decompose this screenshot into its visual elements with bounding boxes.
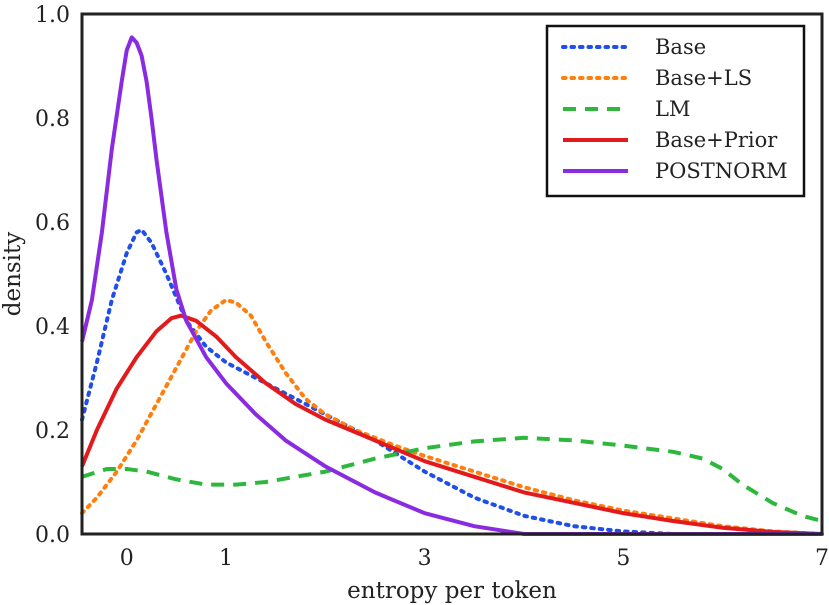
y-axis-ticks: 0.0 0.2 0.4 0.6 0.8 1.0 — [35, 3, 70, 548]
x-axis-ticks: 0 1 3 5 7 — [120, 546, 829, 571]
series-line-base-ls — [80, 298, 824, 536]
legend-label: Base+LS — [655, 66, 752, 90]
series-line-base — [80, 227, 824, 536]
legend-label: Base+Prior — [655, 128, 778, 152]
x-tick-label: 7 — [815, 546, 829, 571]
legend: Base Base+LS LM Base+Prior POSTNORM — [545, 24, 806, 198]
x-tick-label: 5 — [616, 546, 630, 571]
x-tick-label: 0 — [120, 546, 134, 571]
y-tick-label: 1.0 — [35, 3, 70, 28]
y-axis-label: density — [0, 232, 26, 317]
y-tick-label: 0.6 — [35, 211, 70, 236]
y-tick-label: 0.8 — [35, 107, 70, 132]
x-tick-label: 3 — [418, 546, 432, 571]
y-tick-label: 0.0 — [35, 523, 70, 548]
series-line-postnorm — [80, 35, 822, 536]
legend-label: Base — [655, 35, 706, 59]
series-line-base-prior — [80, 313, 823, 536]
x-axis-label: entropy per token — [347, 578, 557, 604]
x-tick-label: 1 — [219, 546, 233, 571]
y-tick-label: 0.4 — [35, 315, 70, 340]
plot-frame — [80, 12, 824, 536]
legend-label: POSTNORM — [655, 159, 788, 183]
legend-label: LM — [655, 97, 690, 121]
series-lines — [80, 35, 824, 536]
series-line-lm — [81, 435, 823, 523]
y-tick-label: 0.2 — [35, 419, 70, 444]
